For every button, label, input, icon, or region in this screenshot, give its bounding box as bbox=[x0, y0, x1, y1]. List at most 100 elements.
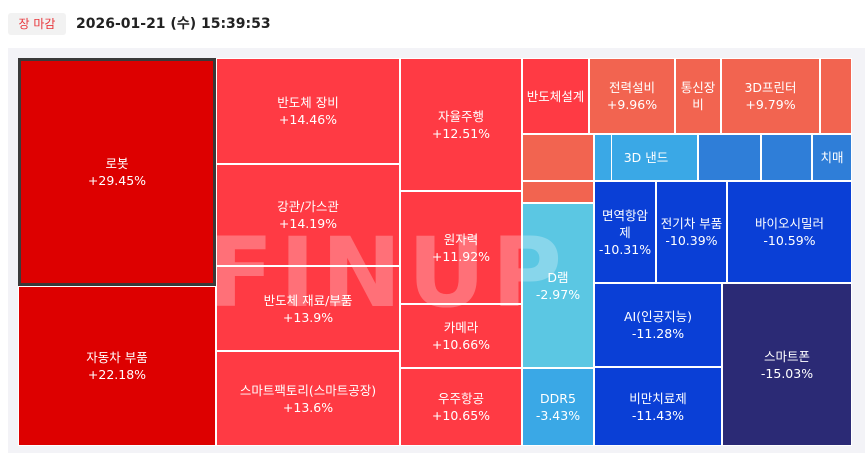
sector-treemap: 로봇 +29.45% 자동차 부품 +22.18% 반도체 장비 +14.46% 강관/가스… bbox=[8, 48, 865, 453]
tile-text: AI(인공지능) -11.28% bbox=[621, 308, 695, 342]
treemap-tile[interactable] bbox=[761, 134, 812, 181]
tile-change: +13.6% bbox=[282, 399, 334, 415]
tile-text: 전기차 부품 -10.39% bbox=[658, 215, 725, 249]
tile-label: 우주항공 bbox=[437, 391, 484, 406]
treemap-tile[interactable] bbox=[820, 58, 852, 134]
tile-label: 반도체 장비 bbox=[277, 95, 339, 110]
tile-label: 자동차 부품 bbox=[86, 350, 148, 365]
tile-text: 반도체설계 bbox=[524, 88, 588, 105]
tile-change: +12.51% bbox=[431, 125, 491, 141]
tile-text: 바이오시밀러 -10.59% bbox=[752, 215, 827, 249]
tile-label: 비만치료제 bbox=[629, 390, 687, 406]
tile-label: 반도체 재료/부품 bbox=[263, 292, 353, 308]
tile-label: 스마트폰 bbox=[763, 348, 810, 364]
treemap-tile[interactable]: 강관/가스관 +14.19% bbox=[216, 164, 400, 266]
treemap-tile[interactable]: 면역항암제 -10.31% bbox=[594, 181, 656, 283]
tile-text: 자율주행 +12.51% bbox=[429, 108, 493, 142]
tile-text: 스마트팩토리(스마트공장) +13.6% bbox=[237, 382, 379, 416]
treemap-tile[interactable] bbox=[698, 134, 761, 181]
tile-change: +9.96% bbox=[606, 97, 658, 112]
tile-change: +29.45% bbox=[87, 173, 147, 188]
tile-change: -11.43% bbox=[631, 407, 685, 423]
market-status-badge: 장 마감 bbox=[8, 13, 66, 35]
tile-change: +10.65% bbox=[431, 408, 491, 423]
treemap-tile[interactable] bbox=[522, 134, 594, 181]
tile-change: +14.46% bbox=[278, 112, 338, 127]
tile-text: D램 -2.97% bbox=[533, 269, 583, 303]
tile-label: 원자력 bbox=[443, 231, 479, 247]
treemap-tile[interactable]: 카메라 +10.66% bbox=[400, 304, 522, 368]
tile-change: +14.19% bbox=[278, 216, 338, 231]
tile-label: 바이오시밀러 bbox=[754, 216, 824, 231]
tile-label: 카메라 bbox=[443, 320, 479, 335]
tile-change: -15.03% bbox=[760, 365, 814, 381]
tile-label: D램 bbox=[547, 269, 569, 285]
tile-label: 전기차 부품 bbox=[660, 216, 723, 231]
tile-text: 3D프린터 +9.79% bbox=[741, 79, 799, 113]
treemap-tile[interactable]: DDR5 -3.43% bbox=[522, 368, 594, 446]
header-bar: 장 마감 2026-01-21 (수) 15:39:53 bbox=[0, 0, 865, 48]
treemap-tile[interactable]: 비만치료제 -11.43% bbox=[594, 367, 722, 446]
tile-text: 반도체 장비 +14.46% bbox=[274, 94, 341, 128]
tile-label: 통신장비 bbox=[680, 80, 716, 112]
tile-text: 카메라 +10.66% bbox=[429, 319, 493, 353]
tile-text: DDR5 -3.43% bbox=[533, 390, 583, 424]
treemap-tile[interactable]: 스마트팩토리(스마트공장) +13.6% bbox=[216, 351, 400, 446]
treemap-tile[interactable]: D램 -2.97% bbox=[522, 203, 594, 368]
timestamp: 2026-01-21 (수) 15:39:53 bbox=[76, 16, 271, 32]
tile-text: 우주항공 +10.65% bbox=[429, 390, 493, 424]
treemap-tile[interactable]: 전기차 부품 -10.39% bbox=[656, 181, 727, 283]
tile-change: -11.28% bbox=[631, 326, 685, 341]
treemap-tile[interactable] bbox=[594, 134, 612, 181]
tile-text: 반도체 재료/부품 +13.9% bbox=[261, 292, 356, 326]
tile-text: 강관/가스관 +14.19% bbox=[274, 198, 342, 232]
treemap-tile[interactable]: 반도체설계 bbox=[522, 58, 589, 134]
tile-label: 스마트팩토리(스마트공장) bbox=[239, 382, 377, 398]
tile-label: 치매 bbox=[820, 150, 844, 165]
tile-text: 전력설비 +9.96% bbox=[604, 79, 660, 113]
tile-label: 3D프린터 bbox=[744, 80, 797, 95]
tile-text: 면역항암제 -10.31% bbox=[595, 207, 655, 258]
tile-text: 3D 낸드 bbox=[621, 149, 672, 166]
treemap-tile[interactable]: 3D프린터 +9.79% bbox=[721, 58, 820, 134]
tile-text: 스마트폰 -15.03% bbox=[758, 348, 816, 382]
tile-text: 치매 bbox=[817, 149, 846, 166]
treemap-tile[interactable]: 전력설비 +9.96% bbox=[589, 58, 675, 134]
tile-label: 로봇 bbox=[105, 156, 129, 171]
tile-change: -3.43% bbox=[535, 408, 581, 423]
tile-change: -10.39% bbox=[665, 233, 718, 248]
tile-change: -10.59% bbox=[763, 233, 816, 248]
tile-change: +10.66% bbox=[431, 337, 491, 352]
tile-label: AI(인공지능) bbox=[624, 309, 692, 324]
treemap-tile[interactable]: 로봇 +29.45% bbox=[18, 58, 216, 286]
treemap-tile[interactable]: 원자력 +11.92% bbox=[400, 191, 522, 304]
tile-change: -10.31% bbox=[598, 241, 652, 257]
tile-change: +22.18% bbox=[87, 367, 147, 382]
tile-label: 면역항암제 bbox=[601, 207, 648, 240]
treemap-tile[interactable]: 바이오시밀러 -10.59% bbox=[727, 181, 852, 283]
tile-change: -2.97% bbox=[535, 286, 581, 302]
tile-text: 로봇 +29.45% bbox=[85, 155, 149, 189]
treemap-tile[interactable]: 자율주행 +12.51% bbox=[400, 58, 522, 191]
treemap-tile[interactable]: 스마트폰 -15.03% bbox=[722, 283, 852, 446]
tile-label: 강관/가스관 bbox=[277, 199, 339, 214]
tile-label: 자율주행 bbox=[437, 108, 484, 124]
treemap-tile[interactable]: 반도체 장비 +14.46% bbox=[216, 58, 400, 164]
tile-text: 통신장비 bbox=[676, 79, 720, 113]
treemap-tile[interactable]: 반도체 재료/부품 +13.9% bbox=[216, 266, 400, 351]
tile-change: +11.92% bbox=[431, 248, 491, 264]
treemap-tile[interactable]: 자동차 부품 +22.18% bbox=[18, 286, 216, 446]
treemap-tile[interactable]: AI(인공지능) -11.28% bbox=[594, 283, 722, 367]
tile-label: 3D 낸드 bbox=[623, 150, 669, 165]
tile-text: 자동차 부품 +22.18% bbox=[83, 349, 150, 383]
tile-text: 비만치료제 -11.43% bbox=[626, 390, 690, 424]
treemap-tile[interactable]: 치매 bbox=[812, 134, 852, 181]
treemap-tile[interactable] bbox=[522, 181, 594, 203]
tile-change: +13.9% bbox=[282, 309, 334, 325]
tile-label: DDR5 bbox=[540, 391, 576, 406]
treemap-tile[interactable]: 통신장비 bbox=[675, 58, 721, 134]
treemap-tile[interactable]: 우주항공 +10.65% bbox=[400, 368, 522, 446]
tile-text: 원자력 +11.92% bbox=[429, 231, 493, 265]
tile-label: 반도체설계 bbox=[526, 88, 585, 104]
tile-change: +9.79% bbox=[745, 97, 796, 112]
